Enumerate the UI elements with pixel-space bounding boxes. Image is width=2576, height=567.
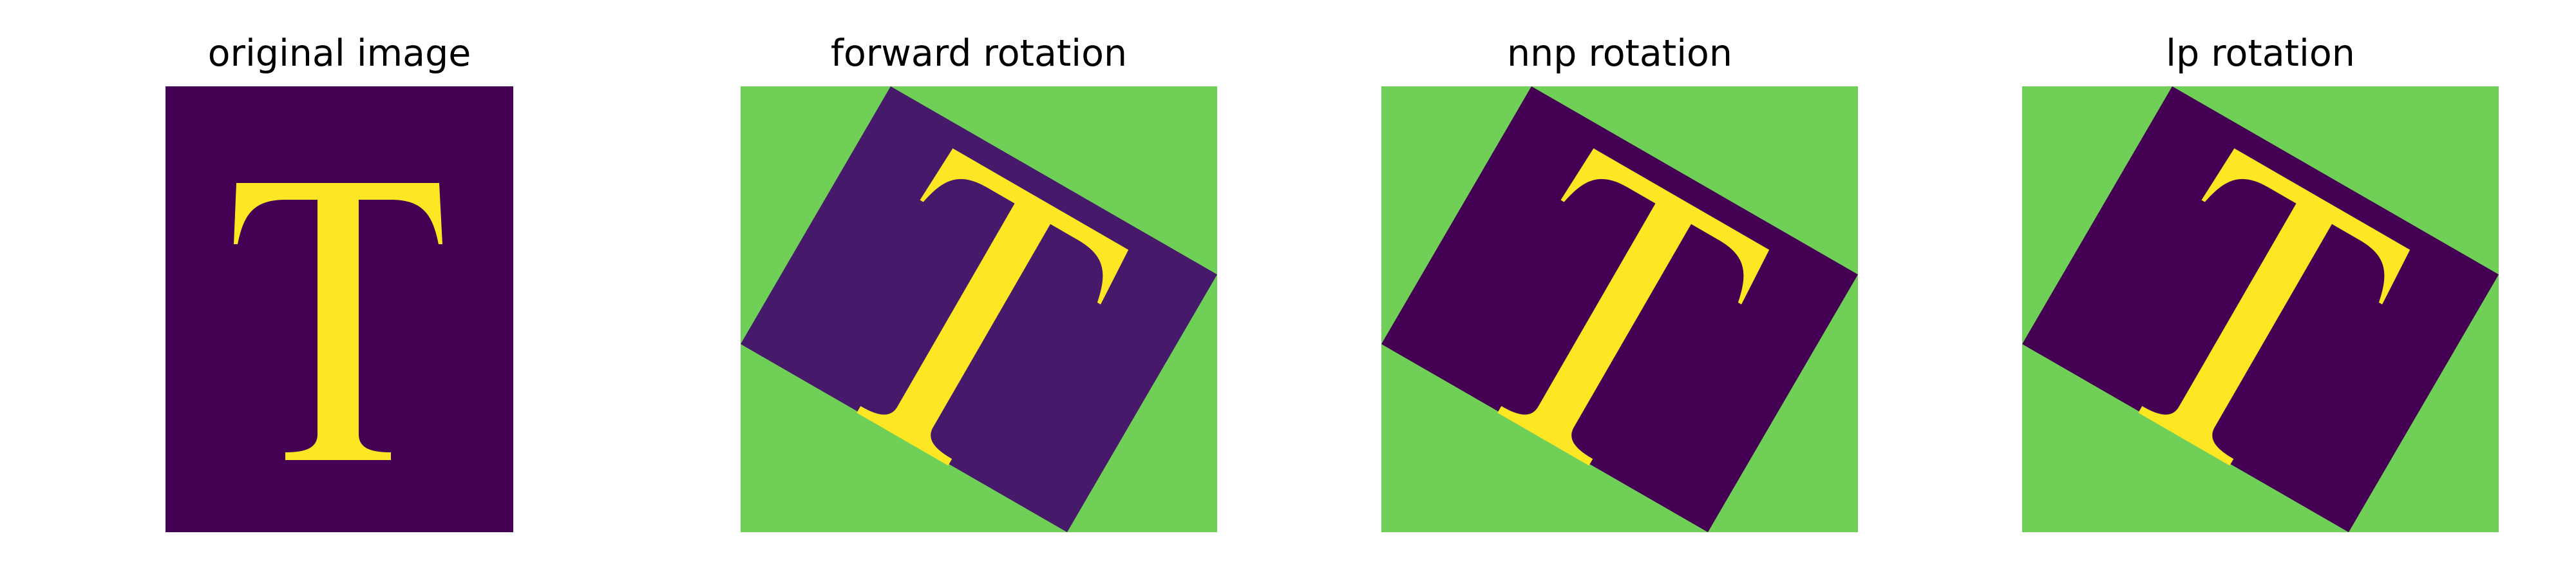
- lp-rotation-panel: [2022, 86, 2499, 532]
- panel-title-nnp: nnp rotation: [1506, 32, 1733, 75]
- panel-title-original: original image: [207, 32, 471, 75]
- rotated-letter-t-glyph: [2138, 148, 2410, 466]
- rotated-letter-t-glyph: [857, 148, 1129, 466]
- panel-title-forward: forward rotation: [830, 32, 1128, 75]
- forward-rotation-panel: [741, 86, 1217, 532]
- original-image-panel: [166, 86, 513, 532]
- panel-title-lp: lp rotation: [2166, 32, 2355, 75]
- nnp-rotation-panel: [1381, 86, 1858, 532]
- letter-t-glyph: [234, 183, 442, 460]
- rotated-letter-t-glyph: [1497, 148, 1770, 466]
